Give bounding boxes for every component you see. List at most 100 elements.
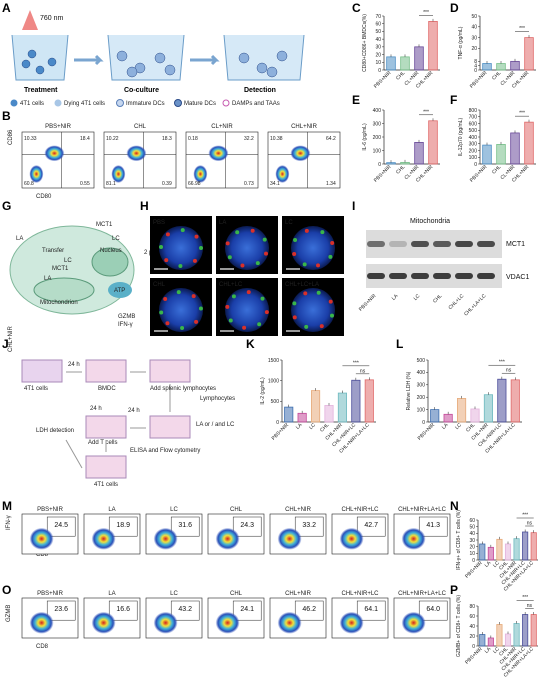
fluor-spot	[163, 296, 168, 301]
wb-band	[477, 241, 495, 247]
quadrant-value: 32.2	[244, 136, 254, 142]
fluor-spot	[192, 258, 197, 263]
panel-j-schematic: CHL+NIR 4T1 cells 24 h BMDC Add splenic …	[8, 325, 235, 488]
j-label: Add splenic lymphocytes	[150, 386, 216, 392]
j-label: LA or / and LC	[196, 422, 235, 428]
quadrant-value: 0.18	[188, 136, 198, 142]
panel-letter: F	[450, 93, 457, 107]
detection-well	[223, 34, 305, 81]
gate-value: 31.6	[178, 522, 192, 529]
y-tick-label: 40	[375, 37, 381, 43]
bar	[479, 634, 486, 647]
step-detection: Detection	[244, 87, 276, 94]
y-tick-label: 400	[469, 135, 478, 141]
arrow-icon	[190, 54, 220, 66]
gate-value: 18.9	[116, 522, 130, 529]
cell-icon	[154, 52, 166, 64]
y-tick-label: 60	[469, 518, 475, 524]
j-label: Lymphocytes	[200, 396, 235, 402]
wb-title: Mitochondria	[410, 218, 450, 225]
y-axis-label: IFN-γ+ of CD8+ T cells (%)	[456, 510, 462, 570]
gate-value: 24.5	[54, 522, 68, 529]
quadrant-value: 0.73	[244, 181, 254, 187]
x-tick-label: LC	[308, 422, 317, 431]
bar	[443, 413, 453, 423]
flow-density	[29, 165, 44, 183]
step-treatment: Treatment	[24, 87, 58, 94]
y-axis-label: IL-12p70 (pg/mL)	[458, 117, 464, 156]
flow-density	[401, 611, 426, 634]
y-tick-label: 200	[417, 395, 426, 401]
wb-band	[433, 273, 451, 279]
treatment-well	[11, 34, 69, 81]
panel-letter: O	[2, 583, 11, 597]
bar	[386, 56, 396, 71]
mct1-inner-label: MCT1	[52, 266, 69, 272]
sig-label: ***	[423, 109, 429, 115]
fluor-spot	[304, 324, 309, 329]
gate-box	[356, 600, 386, 621]
gate-box	[170, 516, 200, 537]
fluor-spot	[292, 315, 297, 320]
flow-group-label: CHL+NIR	[291, 124, 318, 130]
j-label: 4T1 cells	[94, 482, 118, 488]
bar	[522, 531, 529, 561]
fluor-spot	[302, 262, 307, 267]
fluor-spot	[316, 290, 321, 295]
j-label: 24 h	[68, 362, 80, 368]
bar	[530, 614, 537, 647]
flow-group-label: CHL	[134, 124, 147, 130]
flow-density	[290, 145, 311, 162]
micro-label: PBS	[153, 220, 165, 226]
fluor-spot	[240, 263, 245, 268]
flow-group-label: CHL+NIR+LA+LC	[398, 591, 447, 597]
gate-box	[418, 516, 448, 537]
flow-density	[277, 527, 302, 550]
x-tick-label: PBS+NIR	[373, 70, 393, 90]
gate-box	[418, 600, 448, 621]
bar	[510, 60, 520, 71]
y-tick-label: 4	[474, 63, 477, 69]
fluor-spot	[303, 291, 308, 296]
gate-value: 41.3	[426, 522, 440, 529]
cell-icon	[266, 66, 278, 78]
fluor-spot	[304, 228, 309, 233]
y-tick-label: 200	[373, 135, 382, 141]
flow-group-label: CHL+NIR+LC	[341, 507, 379, 513]
cell-icon	[256, 62, 268, 74]
bar	[522, 614, 529, 647]
4t1-cell-icon	[10, 99, 18, 107]
y-tick-label: 40	[469, 624, 475, 630]
flow-group-label: PBS+NIR	[37, 591, 64, 597]
immature-dc-icon	[116, 99, 124, 107]
y-tick-label: 0	[472, 558, 475, 564]
gate-value: 23.6	[54, 606, 68, 613]
x-tick-label: PBS+NIR	[469, 164, 489, 184]
bar	[470, 408, 480, 423]
micro-label: CHL+LC	[219, 282, 243, 288]
panel-letter: K	[246, 337, 255, 351]
bar	[414, 46, 424, 71]
panel-letter: G	[2, 199, 11, 213]
x-tick-label: LA	[484, 646, 493, 655]
y-tick-label: 20	[375, 52, 381, 58]
wb-lane-label: LA	[391, 293, 400, 302]
sig-label: ***	[519, 26, 525, 32]
x-tick-label: CHL	[491, 164, 502, 175]
sig-label: ***	[423, 10, 429, 16]
quadrant-value: 34.1	[270, 181, 280, 187]
panel-letter: E	[352, 93, 360, 107]
gate-value: 64.1	[364, 606, 378, 613]
gate-box	[46, 516, 76, 537]
flow-density	[275, 165, 290, 183]
gate-value: 16.6	[116, 606, 130, 613]
panel-letter: J	[2, 337, 9, 351]
y-tick-label: 300	[417, 383, 426, 389]
wb-lane-label: PBS+NIR	[358, 293, 378, 313]
flow-group-label: CHL	[230, 591, 243, 597]
